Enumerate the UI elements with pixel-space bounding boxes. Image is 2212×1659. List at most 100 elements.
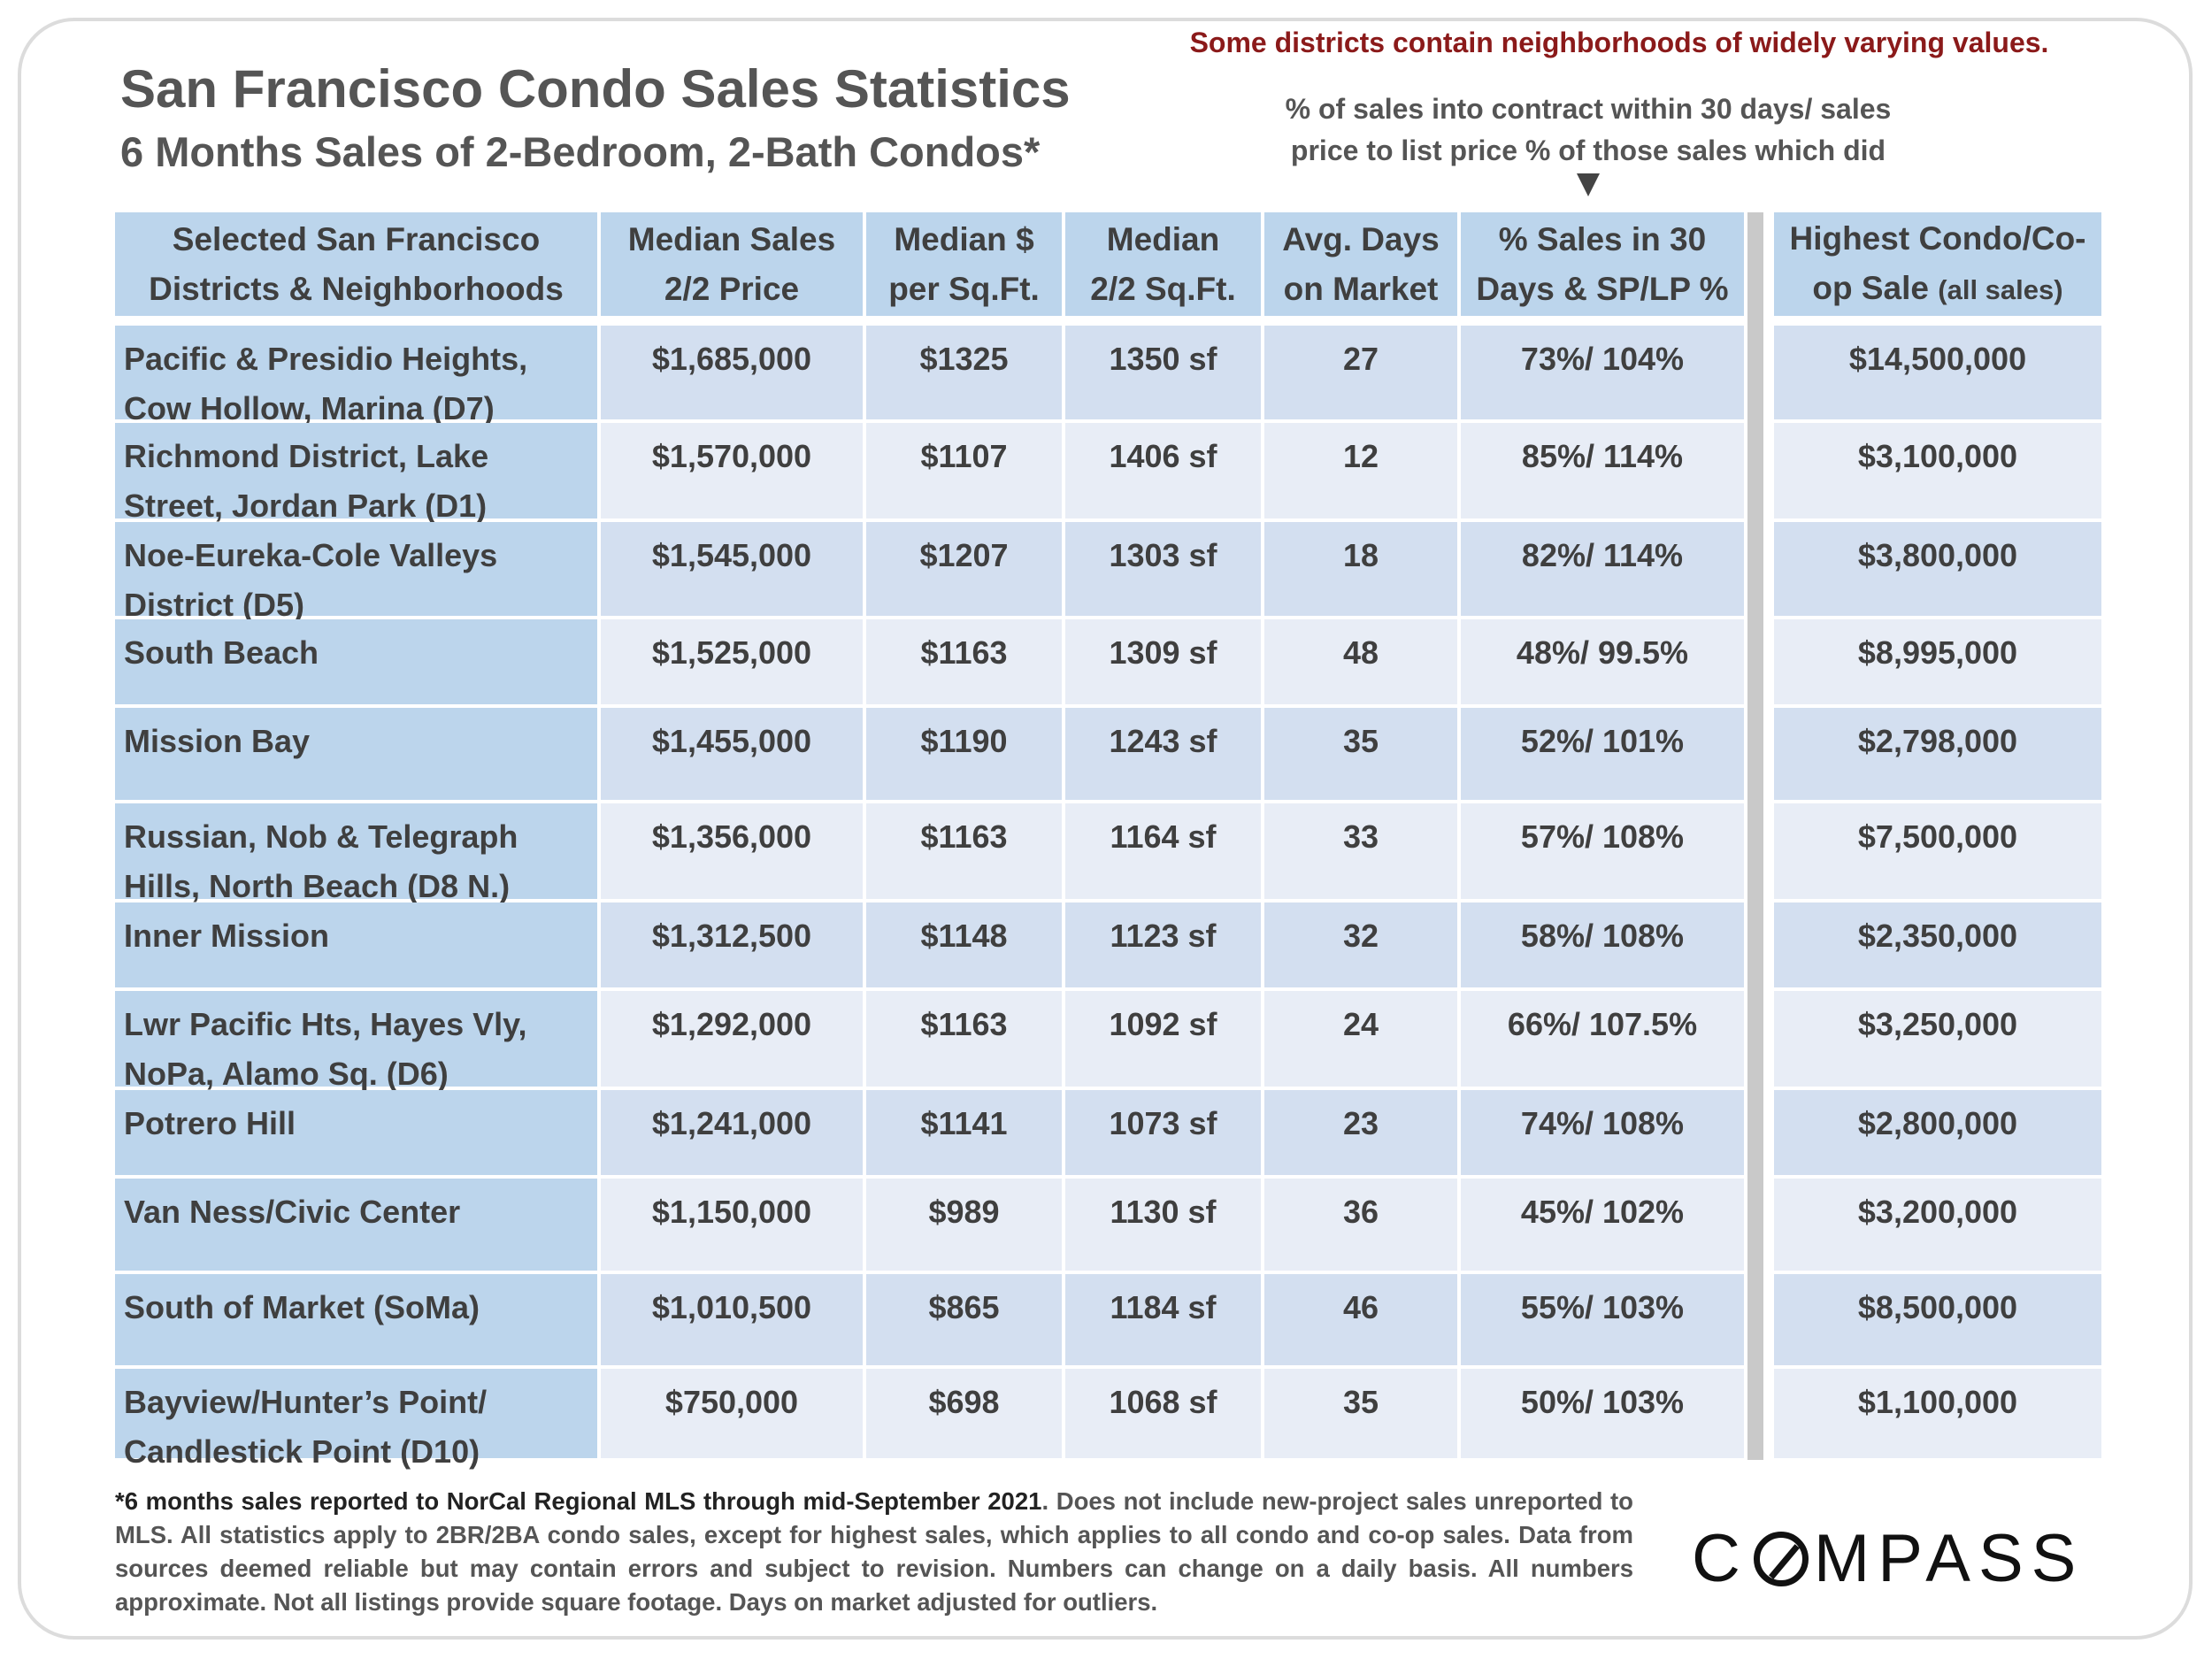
table-cell: $1,150,000 xyxy=(601,1179,863,1271)
cell-value-ppsf: $1141 xyxy=(920,1105,1008,1141)
row-name-cell: Inner Mission xyxy=(115,902,597,987)
table-cell: $1,010,500 xyxy=(601,1274,863,1365)
table-cell: 27 xyxy=(1264,326,1457,419)
column-header-line2: op Sale (all sales) xyxy=(1789,264,2085,315)
cell-value-high: $3,100,000 xyxy=(1857,438,2018,474)
cell-value-dom: 35 xyxy=(1342,1384,1379,1420)
cell-value-sqft: 1309 sf xyxy=(1109,634,1217,671)
table-cell: 32 xyxy=(1264,902,1457,987)
table-cell: $1207 xyxy=(866,522,1062,616)
cell-value-high: $1,100,000 xyxy=(1857,1384,2018,1420)
cell-value-pct: 73%/ 104% xyxy=(1520,341,1685,377)
row-name-cell: Lwr Pacific Hts, Hayes Vly, NoPa, Alamo S… xyxy=(115,991,597,1092)
table-cell: 1164 sf xyxy=(1065,803,1261,899)
table-cell: $1163 xyxy=(866,619,1062,704)
cell-value-sqft: 1184 sf xyxy=(1110,1289,1217,1325)
column-header-line1: Selected San Francisco xyxy=(172,220,541,257)
table-cell: 1303 sf xyxy=(1065,522,1261,616)
table-cell: $989 xyxy=(866,1179,1062,1271)
table-cell: $1,241,000 xyxy=(601,1090,863,1175)
cell-value-high: $3,250,000 xyxy=(1857,1006,2018,1042)
row-name-cell: South Beach xyxy=(115,619,597,704)
column-header: Selected San Francisco Districts & Neighb… xyxy=(115,212,597,316)
cell-value-price: $1,292,000 xyxy=(651,1006,812,1042)
footnote-lead: *6 months sales reported to NorCal Regio… xyxy=(115,1487,1042,1515)
row-name-line2: District (D5) xyxy=(124,587,305,623)
table-cell: $8,500,000 xyxy=(1774,1274,2101,1365)
cell-value-sqft: 1350 sf xyxy=(1109,341,1217,377)
table-cell: $698 xyxy=(866,1369,1062,1458)
column-header-line2-text: on Market xyxy=(1283,270,1439,307)
cell-value-sqft: 1130 sf xyxy=(1110,1194,1217,1230)
row-name-line2: NoPa, Alamo Sq. (D6) xyxy=(124,1056,449,1092)
column-header-line1: % Sales in 30 xyxy=(1498,220,1707,257)
table-cell: 1130 sf xyxy=(1065,1179,1261,1271)
column-header-line2-small: (all sales) xyxy=(1938,273,2063,305)
row-name-line2: Hills, North Beach (D8 N.) xyxy=(124,868,511,904)
cell-value-sqft: 1406 sf xyxy=(1109,438,1217,474)
cell-value-dom: 24 xyxy=(1342,1006,1379,1042)
page-title: San Francisco Condo Sales Statistics xyxy=(120,59,1071,119)
compass-logo: C MPASS xyxy=(1692,1520,2084,1597)
compass-o-icon xyxy=(1753,1531,1809,1586)
column-header-line2-text: Districts & Neighborhoods xyxy=(149,270,564,307)
row-name-line1: Mission Bay xyxy=(124,723,311,759)
table-cell: $3,200,000 xyxy=(1774,1179,2101,1271)
row-name-cell: Noe-Eureka-Cole Valleys District (D5) xyxy=(115,522,597,623)
cell-value-pct: 55%/ 103% xyxy=(1520,1289,1685,1325)
page-frame xyxy=(18,18,2193,1640)
cell-value-pct: 52%/ 101% xyxy=(1520,723,1685,759)
cell-value-price: $1,455,000 xyxy=(651,723,812,759)
cell-value-high: $3,800,000 xyxy=(1857,537,2018,573)
cell-value-sqft: 1243 sf xyxy=(1109,723,1217,759)
table-cell: $1141 xyxy=(866,1090,1062,1175)
column-header-text: Median Sales 2/2 Price xyxy=(628,215,835,314)
table-cell: 1309 sf xyxy=(1065,619,1261,704)
row-name-line1: Bayview/Hunter’s Point/ xyxy=(124,1384,488,1420)
column-header: Highest Condo/Co-op Sale (all sales) xyxy=(1774,212,2101,316)
table-cell: 35 xyxy=(1264,708,1457,800)
table-cell: $1,570,000 xyxy=(601,423,863,518)
cell-value-dom: 46 xyxy=(1342,1289,1379,1325)
table-cell: 48%/ 99.5% xyxy=(1461,619,1744,704)
column-header-line2-text: Days & SP/LP % xyxy=(1476,270,1729,307)
cell-value-high: $7,500,000 xyxy=(1857,818,2018,855)
cell-value-pct: 82%/ 114% xyxy=(1521,537,1684,573)
cell-value-ppsf: $1163 xyxy=(920,634,1008,671)
logo-text-end: MPASS xyxy=(1813,1521,2085,1596)
column-header-line1: Avg. Days xyxy=(1282,220,1440,257)
row-name-cell: Richmond District, Lake Street, Jordan Pa… xyxy=(115,423,597,524)
table-cell: 1406 sf xyxy=(1065,423,1261,518)
row-name-cell: Bayview/Hunter’s Point/Candlestick Point… xyxy=(115,1369,597,1470)
table-cell: $2,800,000 xyxy=(1774,1090,2101,1175)
row-name-line1: South Beach xyxy=(124,634,319,671)
column-header: Median $ per Sq.Ft. xyxy=(866,212,1062,316)
table-cell: $3,100,000 xyxy=(1774,423,2101,518)
row-name-line2: Candlestick Point (D10) xyxy=(124,1433,480,1470)
table-cell: $1190 xyxy=(866,708,1062,800)
column-header-line2-text: 2/2 Price xyxy=(664,270,800,307)
column-header-line1: Median $ xyxy=(894,220,1034,257)
cell-value-pct: 48%/ 99.5% xyxy=(1516,634,1689,671)
column-header-line2-text: op Sale xyxy=(1812,269,1929,306)
row-name-line1: Richmond District, Lake xyxy=(124,438,489,474)
cell-value-price: $1,570,000 xyxy=(651,438,812,474)
cell-value-pct: 74%/ 108% xyxy=(1520,1105,1685,1141)
cell-value-high: $14,500,000 xyxy=(1848,341,2027,377)
table-cell: $1,545,000 xyxy=(601,522,863,616)
cell-value-dom: 12 xyxy=(1342,438,1379,474)
cell-value-high: $3,200,000 xyxy=(1857,1194,2018,1230)
cell-value-price: $1,545,000 xyxy=(651,537,812,573)
row-name-line1: Pacific & Presidio Heights, xyxy=(124,341,528,377)
column-header: Median Sales 2/2 Price xyxy=(601,212,863,316)
table-cell: $7,500,000 xyxy=(1774,803,2101,899)
row-name-cell: South of Market (SoMa) xyxy=(115,1274,597,1365)
table-cell: 73%/ 104% xyxy=(1461,326,1744,419)
table-cell: $1,100,000 xyxy=(1774,1369,2101,1458)
cell-value-dom: 23 xyxy=(1342,1105,1379,1141)
column-header-text: Median 2/2 Sq.Ft. xyxy=(1090,215,1235,314)
footnote: *6 months sales reported to NorCal Regio… xyxy=(115,1485,1633,1619)
row-name-line1: Noe-Eureka-Cole Valleys xyxy=(124,537,498,573)
row-name-line1: Inner Mission xyxy=(124,918,330,954)
cell-value-ppsf: $698 xyxy=(928,1384,1000,1420)
